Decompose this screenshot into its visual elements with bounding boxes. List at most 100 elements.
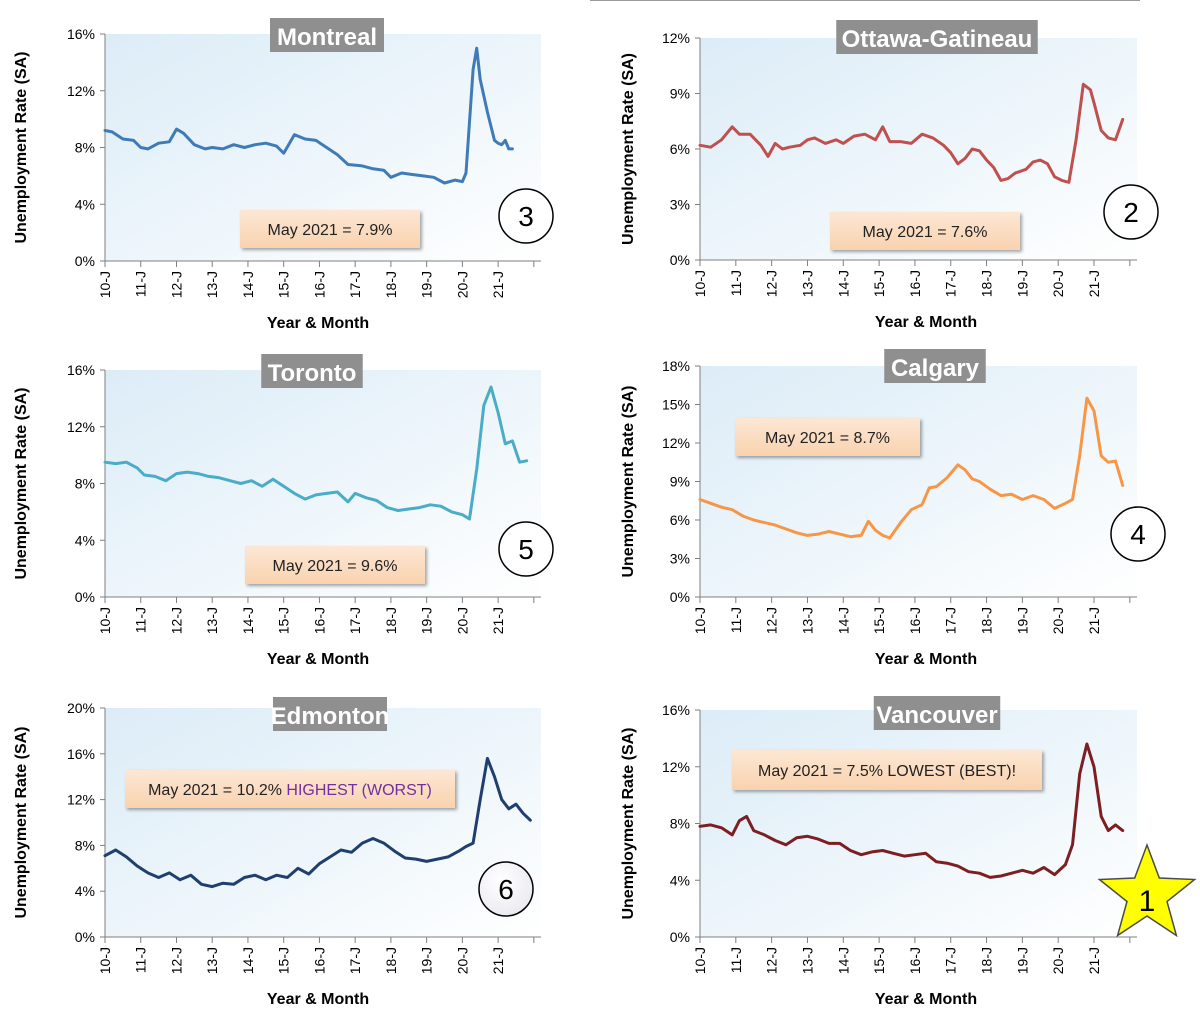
x-tick-label: 12-J xyxy=(764,947,780,974)
rank-marker: 3 xyxy=(498,188,554,244)
x-tick-label: 14-J xyxy=(240,947,256,974)
x-tick-label: 13-J xyxy=(204,271,220,298)
annotation-text: May 2021 = 8.7% xyxy=(765,430,890,447)
x-tick-label: 20-J xyxy=(454,271,470,298)
x-axis-title: Year & Month xyxy=(267,315,369,332)
annotation-text: May 2021 = 7.5% LOWEST (BEST)! xyxy=(758,763,1016,780)
y-axis-title: Unemployment Rate (SA) xyxy=(13,387,30,579)
y-tick-label: 4% xyxy=(670,872,690,888)
x-tick-label: 16-J xyxy=(311,947,327,974)
x-tick-label: 11-J xyxy=(728,607,744,633)
annotation-text: May 2021 = 7.9% xyxy=(268,222,393,239)
annotation-value: May 2021 = 7.6% xyxy=(863,224,988,241)
rank-marker: 4 xyxy=(1110,506,1166,562)
annotation-value: May 2021 = 9.6% xyxy=(273,558,398,575)
y-tick-label: 6% xyxy=(670,512,690,528)
x-tick-label: 12-J xyxy=(168,271,184,298)
y-tick-label: 12% xyxy=(67,792,95,808)
y-tick-label: 8% xyxy=(670,816,690,832)
x-tick-label: 19-J xyxy=(419,947,435,974)
x-tick-label: 10-J xyxy=(692,607,708,634)
chart-calgary: 0% 3% 6% 9% 12% 15% 18% 10-J 11-J 12-J 13-J 14-J 15-… xyxy=(620,349,1166,668)
rank-number: 1 xyxy=(1139,885,1156,918)
y-tick-label: 20% xyxy=(67,700,95,716)
city-title-badge: Toronto xyxy=(261,354,363,388)
annotation-text: May 2021 = 7.6% xyxy=(863,224,988,241)
x-tick-label: 11-J xyxy=(728,270,744,296)
x-tick-label: 11-J xyxy=(728,947,744,973)
y-tick-label: 0% xyxy=(670,929,690,945)
chart-title: Edmonton xyxy=(271,703,390,730)
y-tick-label: 15% xyxy=(662,397,690,413)
y-axis-title: Unemployment Rate (SA) xyxy=(620,727,637,919)
x-tick-label: 10-J xyxy=(692,270,708,297)
x-axis-title: Year & Month xyxy=(267,991,369,1008)
x-axis-title: Year & Month xyxy=(875,651,977,668)
x-tick-label: 10-J xyxy=(97,271,113,298)
chart-title: Montreal xyxy=(277,24,377,51)
y-tick-label: 0% xyxy=(75,589,95,605)
annotation-callout: May 2021 = 7.5% LOWEST (BEST)! xyxy=(732,750,1042,790)
y-tick-label: 12% xyxy=(67,83,95,99)
y-tick-label: 12% xyxy=(662,759,690,775)
title-background xyxy=(836,20,1038,54)
title-background xyxy=(273,697,387,731)
annotation-callout: May 2021 = 7.6% xyxy=(830,212,1020,250)
x-tick-label: 18-J xyxy=(383,607,399,634)
y-tick-label: 0% xyxy=(670,252,690,268)
y-tick-label: 6% xyxy=(670,141,690,157)
y-axis-title: Unemployment Rate (SA) xyxy=(620,385,637,577)
rank-circle xyxy=(1103,184,1159,240)
y-tick-label: 4% xyxy=(75,532,95,548)
x-tick-label: 14-J xyxy=(240,271,256,298)
x-axis-title: Year & Month xyxy=(875,314,977,331)
rank-circle xyxy=(498,521,554,577)
x-tick-label: 15-J xyxy=(276,947,292,974)
rank-number: 2 xyxy=(1123,197,1139,228)
x-tick-label: 12-J xyxy=(764,607,780,634)
x-tick-label: 14-J xyxy=(835,947,851,974)
x-tick-label: 21-J xyxy=(1086,947,1102,974)
series-line xyxy=(698,82,1125,184)
chart-vancouver: 0% 4% 8% 12% 16% 10-J 11-J 12-J 13-J 14-J 15-J 16-J… xyxy=(620,696,1197,1008)
x-tick-label: 21-J xyxy=(1086,270,1102,297)
x-tick-label: 11-J xyxy=(133,607,149,633)
x-tick-label: 15-J xyxy=(276,271,292,298)
city-title-badge: Ottawa-Gatineau xyxy=(836,20,1038,54)
x-tick-label: 16-J xyxy=(311,607,327,634)
y-tick-label: 8% xyxy=(75,140,95,156)
y-axis-title: Unemployment Rate (SA) xyxy=(620,53,637,245)
x-tick-label: 14-J xyxy=(240,607,256,634)
chart-title: Ottawa-Gatineau xyxy=(842,26,1033,53)
chart-montreal: 0% 4% 8% 12% 16% 10-J 11-J 12-J 13-J 14-J 15-J 16-J… xyxy=(13,18,554,332)
rank-marker: 6 xyxy=(478,861,534,917)
y-tick-label: 16% xyxy=(67,746,95,762)
annotation-callout: May 2021 = 9.6% xyxy=(245,546,425,584)
x-tick-label: 20-J xyxy=(454,607,470,634)
rank-marker: 5 xyxy=(498,521,554,577)
y-axis-title: Unemployment Rate (SA) xyxy=(13,51,30,243)
x-tick-label: 13-J xyxy=(799,270,815,297)
x-tick-label: 11-J xyxy=(133,271,149,297)
chart-title: Vancouver xyxy=(876,702,997,729)
x-tick-label: 17-J xyxy=(347,607,363,634)
x-tick-label: 17-J xyxy=(943,607,959,634)
x-tick-label: 10-J xyxy=(97,947,113,974)
x-tick-label: 12-J xyxy=(764,270,780,297)
series-line xyxy=(698,742,1125,879)
x-tick-label: 17-J xyxy=(347,271,363,298)
chart-toronto: 0% 4% 8% 12% 16% 10-J 11-J 12-J 13-J 14-J 15-J 16-J… xyxy=(13,354,554,668)
y-tick-label: 3% xyxy=(670,197,690,213)
x-tick-label: 20-J xyxy=(1050,270,1066,297)
top-rule xyxy=(590,0,1140,1)
x-tick-label: 10-J xyxy=(692,947,708,974)
chart-edmonton: 0% 4% 8% 12% 16% 20% 10-J 11-J 12-J 13-J 14-J 15-J 1… xyxy=(13,697,541,1008)
rank-number: 4 xyxy=(1130,519,1146,550)
annotation-box xyxy=(245,546,425,584)
rank-number: 3 xyxy=(518,201,534,232)
plot-area xyxy=(700,710,1137,937)
x-tick-label: 18-J xyxy=(383,271,399,298)
x-tick-label: 13-J xyxy=(204,607,220,634)
annotation-box xyxy=(830,212,1020,250)
rank-marker: 2 xyxy=(1103,184,1159,240)
